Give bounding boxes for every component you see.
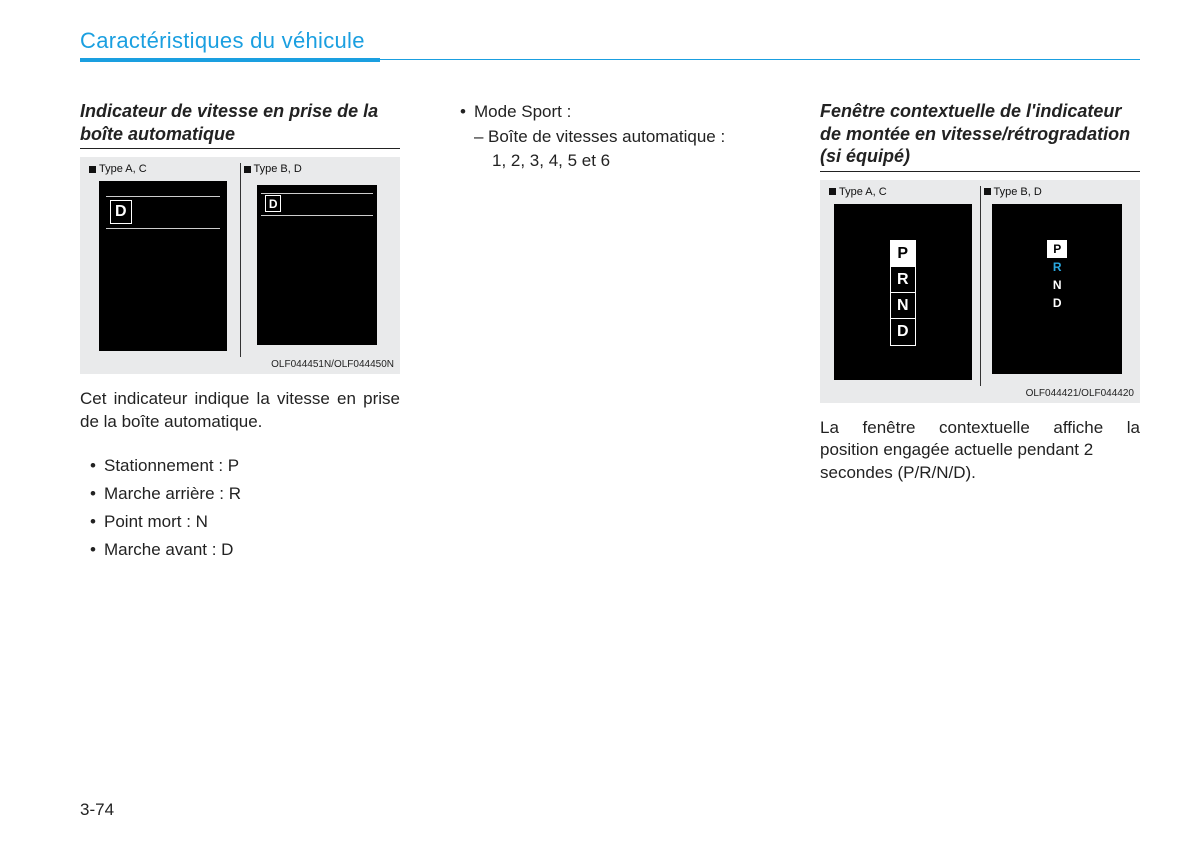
column-2: Mode Sport : Boîte de vitesses automatiq… [450,100,770,564]
column-3: Fenêtre contextuelle de l'indicateur de … [820,100,1140,564]
display-prnd-type-b: P R N D [992,204,1122,374]
gear-letter-display: D [110,200,132,224]
sport-mode-block: Mode Sport : Boîte de vitesses automatiq… [450,100,770,174]
gear-letter-display: D [265,195,281,212]
gear-list: Stationnement : P Marche arrière : R Poi… [80,452,400,564]
list-item: Stationnement : P [90,452,400,480]
display-type-a: D [99,181,227,351]
figure-caption: OLF044451N/OLF044450N [86,359,394,370]
figure-type-label-right: Type B, D [984,186,1132,198]
figure-type-label-left: Type A, C [829,186,977,198]
sport-mode-label: Mode Sport : [460,100,770,125]
prnd-cell-n: N [1047,276,1067,294]
figure-type-label-right: Type B, D [244,163,392,175]
paragraph-gear-indicator: Cet indicateur indique la vitesse en pri… [80,388,400,434]
title-rule [80,58,1140,60]
section-heading-popup: Fenêtre contextuelle de l'indicateur de … [820,100,1140,172]
content-columns: Indicateur de vitesse en prise de la boî… [80,100,1140,564]
prnd-cell-p: P [891,241,915,267]
prnd-cell-d: D [1047,294,1067,312]
figure-caption: OLF044421/OLF044420 [826,388,1134,399]
sport-mode-numbers: 1, 2, 3, 4, 5 et 6 [460,149,770,174]
display-type-b: D [257,185,377,345]
list-item: Marche avant : D [90,536,400,564]
list-item: Marche arrière : R [90,480,400,508]
figure-type-label-left: Type A, C [89,163,237,175]
column-1: Indicateur de vitesse en prise de la boî… [80,100,400,564]
page-number: 3-74 [80,800,114,820]
list-item: Point mort : N [90,508,400,536]
prnd-cell-r: R [891,267,915,293]
chapter-title: Caractéristiques du véhicule [80,28,1140,54]
prnd-cell-n: N [891,293,915,319]
figure-gear-indicator: Type A, C D Type B, D D OLF044 [80,157,400,374]
figure-prnd-popup: Type A, C P R N D Type B, D P [820,180,1140,403]
sport-mode-sub: Boîte de vitesses automatique : [460,125,770,150]
paragraph-popup: La fenêtre contextuelle affiche la posit… [820,417,1140,486]
prnd-cell-p: P [1047,240,1067,258]
prnd-cell-r: R [1047,258,1067,276]
prnd-cell-d: D [891,319,915,345]
section-heading-gear-indicator: Indicateur de vitesse en prise de la boî… [80,100,400,149]
display-prnd-type-a: P R N D [834,204,972,380]
